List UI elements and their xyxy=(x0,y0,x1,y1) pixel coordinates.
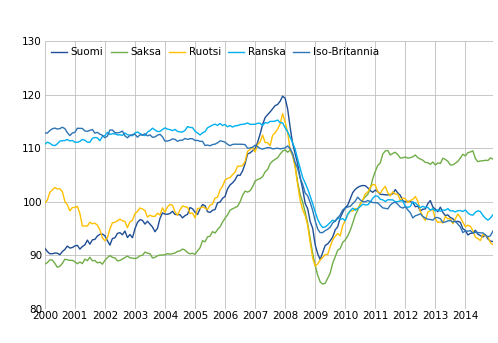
Ruotsi xyxy=(280,111,286,116)
Suomi xyxy=(280,94,286,98)
Ranska xyxy=(134,130,140,134)
Suomi xyxy=(49,252,55,256)
Suomi xyxy=(317,257,323,261)
Ruotsi xyxy=(134,210,140,214)
Iso-Britannia xyxy=(59,125,65,129)
Ruotsi xyxy=(480,232,486,236)
Suomi xyxy=(490,239,496,244)
Ruotsi xyxy=(95,223,101,227)
Ruotsi xyxy=(49,188,55,192)
Saksa xyxy=(490,157,496,161)
Saksa xyxy=(95,261,101,265)
Ranska xyxy=(212,122,218,126)
Suomi xyxy=(95,234,101,238)
Suomi xyxy=(445,213,451,217)
Suomi xyxy=(134,221,140,225)
Saksa xyxy=(42,262,48,266)
Ranska xyxy=(320,225,326,229)
Ranska xyxy=(42,142,48,146)
Ranska xyxy=(49,143,55,147)
Saksa xyxy=(445,159,451,163)
Line: Saksa: Saksa xyxy=(45,150,493,284)
Ranska xyxy=(445,206,451,211)
Ruotsi xyxy=(490,243,496,247)
Saksa xyxy=(320,282,326,286)
Suomi xyxy=(42,246,48,250)
Iso-Britannia xyxy=(215,141,221,145)
Ranska xyxy=(95,136,101,140)
Iso-Britannia xyxy=(137,133,143,137)
Ruotsi xyxy=(312,264,318,268)
Line: Ruotsi: Ruotsi xyxy=(45,114,493,266)
Saksa xyxy=(480,159,486,163)
Saksa xyxy=(282,148,288,152)
Saksa xyxy=(49,258,55,262)
Ruotsi xyxy=(445,217,451,221)
Saksa xyxy=(212,231,218,235)
Line: Ranska: Ranska xyxy=(45,120,493,227)
Line: Suomi: Suomi xyxy=(45,96,493,259)
Iso-Britannia xyxy=(49,127,55,131)
Legend: Suomi, Saksa, Ruotsi, Ranska, Iso-Britannia: Suomi, Saksa, Ruotsi, Ranska, Iso-Britan… xyxy=(50,46,380,58)
Iso-Britannia xyxy=(478,231,484,235)
Iso-Britannia xyxy=(42,131,48,135)
Iso-Britannia xyxy=(97,132,103,136)
Ranska xyxy=(490,213,496,217)
Suomi xyxy=(212,208,218,212)
Ruotsi xyxy=(42,201,48,205)
Iso-Britannia xyxy=(490,229,496,233)
Saksa xyxy=(134,256,140,260)
Iso-Britannia xyxy=(442,220,448,224)
Suomi xyxy=(480,235,486,239)
Ruotsi xyxy=(212,196,218,200)
Ranska xyxy=(274,118,280,122)
Line: Iso-Britannia: Iso-Britannia xyxy=(45,127,493,237)
Iso-Britannia xyxy=(485,235,491,239)
Ranska xyxy=(480,213,486,217)
